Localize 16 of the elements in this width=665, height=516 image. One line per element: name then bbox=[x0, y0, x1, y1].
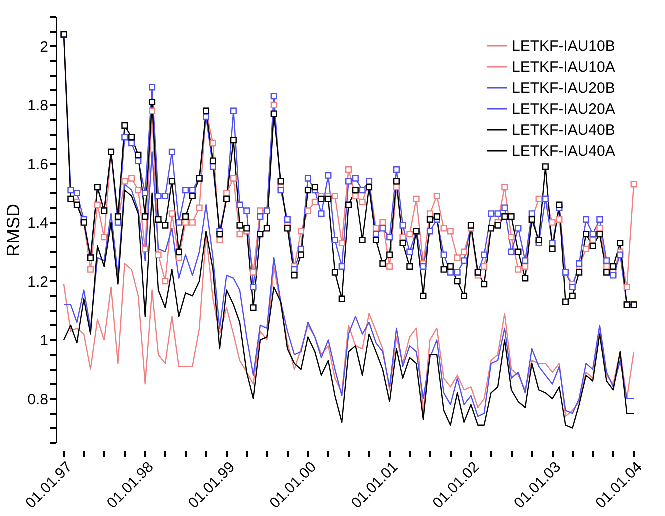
legend-label: LETKF-IAU10B bbox=[512, 38, 616, 55]
y-tick-label: 1.6 bbox=[28, 156, 48, 174]
y-tick-label: 1 bbox=[40, 332, 48, 350]
y-tick-label: 1.8 bbox=[28, 98, 48, 115]
legend-label: LETKF-IAU10A bbox=[512, 59, 616, 76]
y-tick-label: 1.4 bbox=[28, 215, 48, 232]
legend-label: LETKF-IAU40A bbox=[512, 143, 616, 160]
y-axis-title: RMSD bbox=[4, 204, 24, 257]
y-tick-label: 2 bbox=[40, 38, 48, 56]
y-tick-label: 0.8 bbox=[28, 391, 48, 408]
y-tick-label: 1.2 bbox=[28, 274, 48, 291]
line-series bbox=[63, 234, 635, 418]
legend-label: LETKF-IAU40B bbox=[512, 122, 616, 139]
legend-label: LETKF-IAU20B bbox=[512, 80, 616, 97]
legend-label: LETKF-IAU20A bbox=[512, 101, 616, 118]
line-series bbox=[63, 190, 635, 429]
